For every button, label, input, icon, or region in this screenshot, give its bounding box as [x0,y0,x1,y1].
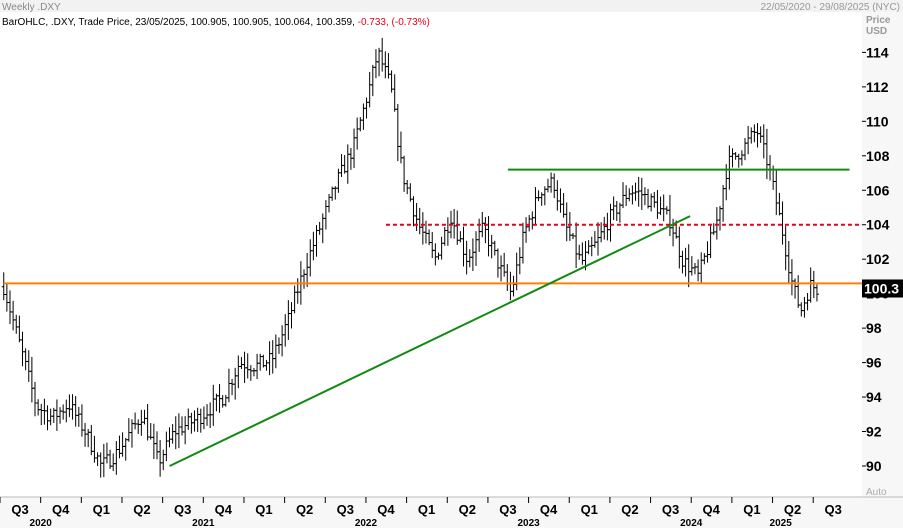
year-label: 2020 [30,518,53,528]
price-axis-title: Price [866,15,891,26]
x-tick-label: Q1 [255,502,272,517]
y-tick-label: 90 [866,458,882,474]
y-tick-label: 96 [866,355,882,371]
y-tick-label: 102 [866,251,890,267]
x-tick-label: Q3 [825,502,842,517]
x-tick-label: Q4 [377,502,395,517]
x-tick-label: Q3 [11,502,28,517]
x-tick-label: Q4 [540,502,558,517]
last-price-box [862,279,903,298]
y-tick-label: 98 [866,320,882,336]
ohlc-bars [1,37,819,478]
y-tick-label: 114 [866,44,889,60]
x-tick-label: Q4 [703,502,721,517]
currency-axis-title: USD [866,26,887,37]
x-tick-label: Q2 [459,502,476,517]
x-tick-label: Q1 [581,502,598,517]
x-tick-label: Q1 [93,502,110,517]
x-axis-ticks: Q3 Q4 Q1 Q2 Q3 Q4 Q1 Q2 Q3 Q4 Q1 Q2 Q3 Q4 Q1 Q2 Q3 Q4 Q1 Q2… [0,497,842,528]
x-tick-label: Q2 [133,502,150,517]
y-tick-label: 112 [866,79,889,95]
green-trendline[interactable] [169,215,691,467]
y-tick-label: 106 [866,182,890,198]
last-price-label: 100.3 [864,280,899,296]
y-tick-label: 94 [866,389,882,405]
legend-text: BarOHLC, .DXY, Trade Price, 23/05/2025, … [2,17,358,28]
y-axis-panel[interactable] [862,12,903,498]
x-tick-label: Q2 [621,502,638,517]
year-label: 2022 [355,518,378,528]
ohlc-bar [814,284,819,302]
x-tick-label: Q2 [296,502,313,517]
year-label: 2025 [770,518,793,528]
y-tick-label: 108 [866,148,890,164]
legend-change: -0.733, (-0.73%) [358,17,430,28]
chart-title: Weekly .DXY [2,2,61,13]
x-tick-label: Q3 [662,502,679,517]
legend-line: BarOHLC, .DXY, Trade Price, 23/05/2025, … [2,17,430,28]
date-range: 22/05/2020 - 29/08/2025 (NYC) [760,2,900,13]
x-tick-label: Q2 [784,502,801,517]
x-tick-label: Q3 [174,502,191,517]
drawn-lines[interactable] [3,168,862,467]
year-label: 2023 [517,518,540,528]
year-label: 2024 [680,518,703,528]
y-tick-label: 92 [866,424,882,440]
x-tick-label: Q1 [743,502,760,517]
last-price-marker: 100.3 [862,279,903,298]
year-label: 2021 [192,518,215,528]
x-axis-panel[interactable] [0,497,903,528]
title-bar [0,0,903,12]
x-tick-label: Q1 [418,502,435,517]
y-axis-ticks: 9092949698100102104106108110112114 [862,44,890,474]
x-tick-label: Q4 [215,502,233,517]
y-tick-label: 110 [866,113,889,129]
x-tick-label: Q4 [52,502,70,517]
y-tick-label: 104 [866,217,890,233]
x-tick-label: Q3 [499,502,516,517]
auto-scale-label[interactable]: Auto [866,487,887,498]
x-tick-label: Q3 [337,502,354,517]
